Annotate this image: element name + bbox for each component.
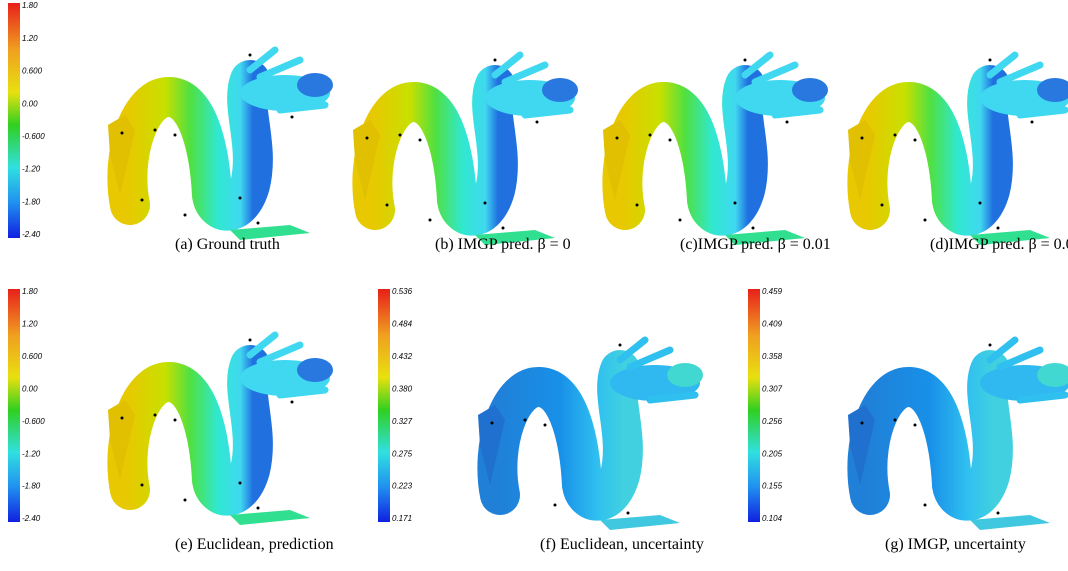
colorbar-label: 0.327 [392, 417, 413, 426]
colorbar-label: 0.432 [392, 352, 413, 361]
panel-caption: (f) Euclidean, uncertainty [540, 536, 704, 553]
colorbar-label: -0.600 [22, 132, 45, 141]
dragon-render [478, 340, 703, 530]
dragon-render [108, 50, 333, 240]
panel-caption: (d)IMGP pred. β = 0.05 [930, 236, 1068, 253]
colorbar-label: -2.40 [22, 514, 41, 523]
panel-caption: (g) IMGP, uncertainty [885, 536, 1026, 553]
colorbar [378, 289, 390, 522]
colorbar-label: 0.380 [392, 384, 413, 393]
dragon-render [848, 340, 1068, 530]
dragon-render [848, 55, 1068, 245]
panel-caption: (c)IMGP pred. β = 0.01 [680, 236, 831, 253]
colorbar-label: 0.307 [762, 384, 783, 393]
colorbar-label: 0.104 [762, 514, 783, 523]
dragon-render [108, 335, 333, 525]
dragon-render [603, 55, 828, 245]
colorbar-label: -2.40 [22, 230, 41, 239]
colorbar [8, 3, 20, 238]
colorbar-label: 1.80 [22, 1, 38, 10]
colorbar-label: 0.171 [392, 514, 412, 523]
colorbar-label: 0.00 [22, 99, 38, 108]
colorbar [8, 289, 20, 522]
dragon-render [353, 55, 578, 245]
colorbar-label: -1.20 [22, 449, 41, 458]
colorbar-label: 0.600 [22, 67, 43, 76]
colorbar-label: 1.80 [22, 287, 38, 296]
colorbar-label: 0.536 [392, 287, 413, 296]
colorbar-label: 1.20 [22, 320, 38, 329]
panel-caption: (b) IMGP pred. β = 0 [435, 236, 571, 253]
colorbar-label: -0.600 [22, 417, 45, 426]
panel-caption: (a) Ground truth [175, 236, 280, 253]
colorbar-label: -1.80 [22, 482, 41, 491]
colorbar-label: 0.600 [22, 352, 43, 361]
colorbar-label: 0.409 [762, 320, 783, 329]
colorbar-label: 0.00 [22, 384, 38, 393]
figure: (a) Ground truth 1.80 1.20 0.600 0.00 -0.600 -… [0, 0, 1068, 571]
colorbar-label: 0.223 [392, 482, 413, 491]
colorbar-label: 0.205 [762, 449, 783, 458]
colorbar-label: 0.484 [392, 320, 413, 329]
colorbar-label: -1.20 [22, 165, 41, 174]
colorbar-label: 0.155 [762, 482, 783, 491]
colorbar-label: 0.459 [762, 287, 783, 296]
colorbar-label: 1.20 [22, 34, 38, 43]
colorbar-label: 0.358 [762, 352, 783, 361]
colorbar [748, 289, 760, 522]
colorbar-label: 0.256 [762, 417, 783, 426]
colorbar-label: -1.80 [22, 197, 41, 206]
panel-caption: (e) Euclidean, prediction [175, 536, 334, 553]
colorbar-label: 0.275 [392, 449, 413, 458]
